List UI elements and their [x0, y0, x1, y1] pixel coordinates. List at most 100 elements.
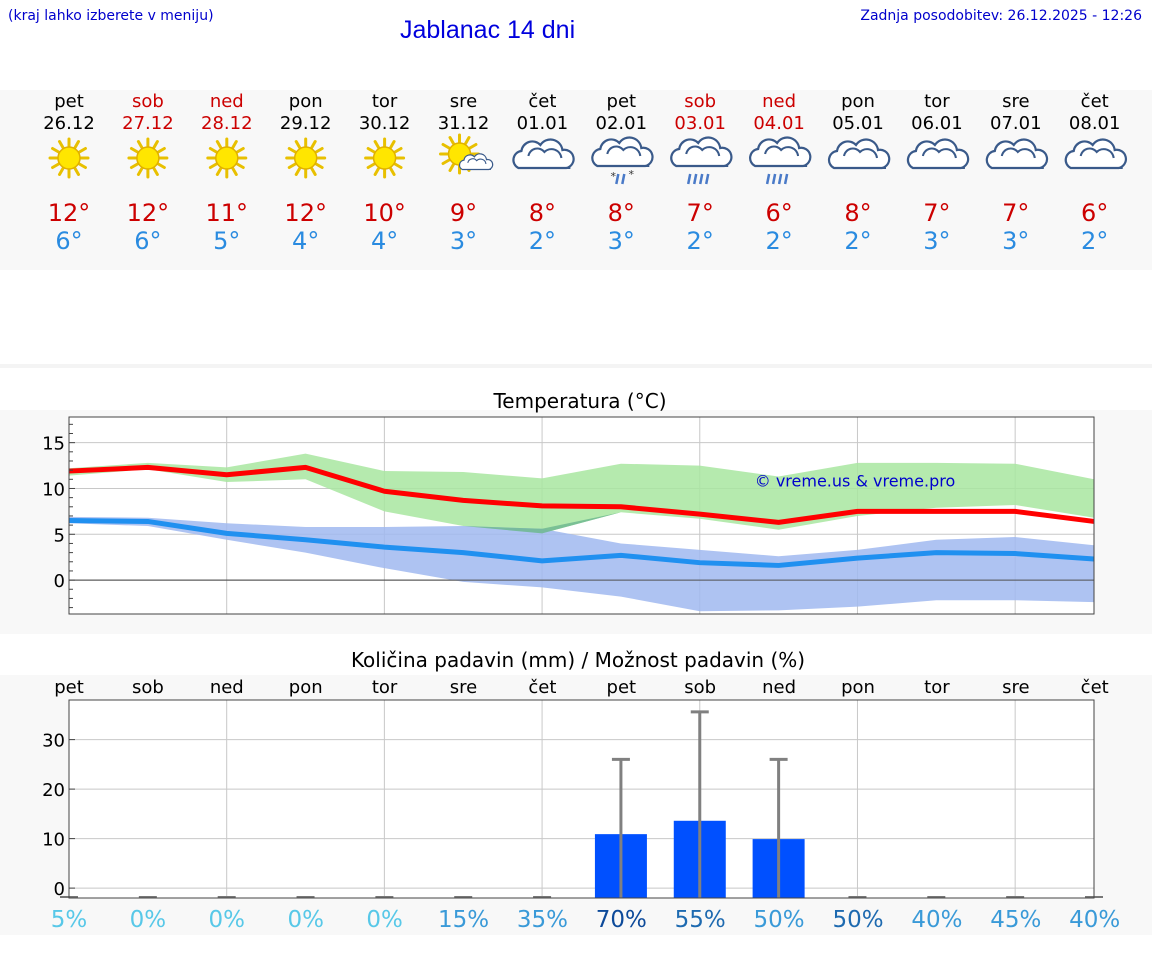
sun-ray — [129, 162, 140, 169]
cloud-outline — [591, 136, 654, 168]
cloud-outline — [985, 138, 1049, 170]
min-temp-line — [68, 518, 1095, 568]
watermark: © vreme.us & vreme.pro — [755, 472, 956, 491]
temp-high: 6° — [765, 199, 792, 227]
precipitation-chart: Količina padavin (mm) / Možnost padavin … — [42, 648, 1120, 933]
precip-probability: 55% — [675, 907, 726, 933]
day-name: tor — [924, 91, 950, 112]
temp-high: 8° — [844, 199, 871, 227]
sun-ray — [77, 162, 87, 169]
rain-drop — [686, 173, 692, 185]
day-date: 02.01 — [596, 113, 648, 134]
sun-ray — [58, 166, 65, 176]
sun-ray — [314, 147, 324, 154]
temp-high: 7° — [1002, 199, 1029, 227]
temp-high: 6° — [1081, 199, 1108, 227]
cloud-icon — [512, 138, 575, 170]
x-category-label: pon — [289, 677, 323, 698]
cloud-shape — [749, 136, 812, 168]
cloud-detail — [1000, 147, 1036, 159]
temp-low: 2° — [529, 227, 556, 255]
sun-ray — [310, 140, 317, 150]
rain-drop — [771, 173, 777, 185]
temp-high: 7° — [923, 199, 950, 227]
sun-ray — [58, 140, 65, 150]
sun-ray — [136, 166, 144, 176]
temp-low: 3° — [608, 227, 635, 255]
x-category-label: pet — [607, 677, 637, 698]
sun-ray — [51, 162, 61, 169]
sun-ray — [231, 166, 238, 176]
cloud-detail — [606, 145, 642, 157]
temp-high: 12° — [284, 199, 327, 227]
precip-probability: 5% — [51, 907, 88, 933]
divider — [0, 364, 1152, 368]
y-tick-label: 20 — [42, 780, 65, 801]
day-name: sre — [1002, 91, 1029, 112]
day-name: sre — [450, 91, 477, 112]
sun-ray — [389, 140, 396, 150]
sun-ray — [215, 140, 223, 150]
sun-ray — [129, 147, 140, 154]
temp-high: 11° — [206, 199, 249, 227]
temp-low: 3° — [450, 227, 477, 255]
sun-ray — [373, 166, 381, 176]
x-category-label: čet — [528, 677, 556, 698]
day-date: 01.01 — [517, 113, 569, 134]
sun-ray — [156, 162, 166, 169]
x-category-label: pon — [841, 677, 875, 698]
temp-low: 2° — [844, 227, 871, 255]
sun-icon — [48, 137, 90, 179]
day-date: 08.01 — [1069, 113, 1121, 134]
chart-title: Temperatura (°C) — [492, 389, 666, 413]
day-date: 03.01 — [674, 113, 726, 134]
precip-probability: 0% — [209, 907, 246, 933]
y-tick-label: 10 — [42, 830, 65, 851]
precip-probability: 50% — [832, 907, 883, 933]
temperature-chart: Temperatura (°C) 0 5 10 15 © vreme.us & vreme… — [42, 389, 1095, 615]
forecast-strip: pet26.1212°6°sob27.1212°6°ned28.1211°5°p… — [43, 91, 1128, 255]
cloud-icon — [1064, 138, 1128, 170]
cloud-shape — [827, 138, 891, 170]
precip-probability: 40% — [1069, 907, 1120, 933]
sun-ray — [441, 158, 451, 165]
sun-ray — [294, 166, 302, 176]
sun-disc — [57, 146, 81, 170]
cloud-icon — [827, 138, 891, 170]
cloud-shape — [670, 136, 733, 168]
sun-shape — [206, 137, 248, 179]
x-category-label: sre — [1002, 677, 1029, 698]
sun-ray — [51, 147, 61, 154]
cloud-icon — [906, 138, 970, 170]
sun-shape — [285, 137, 327, 179]
x-category-label: ned — [210, 677, 244, 698]
day-name: tor — [372, 91, 398, 112]
rain-drop — [621, 173, 626, 185]
sun-disc — [215, 146, 239, 170]
sun-ray — [215, 166, 223, 176]
sun-ray — [373, 140, 381, 150]
rain-drop — [692, 173, 698, 185]
sun-ray — [366, 162, 376, 169]
sun-ray — [287, 147, 297, 154]
cloud-rain-icon — [670, 136, 733, 185]
precip-probability: 35% — [517, 907, 568, 933]
x-category-label: tor — [924, 677, 950, 698]
rain-drop — [615, 173, 620, 185]
cloud-outline — [1064, 138, 1128, 170]
cloud-shape — [591, 136, 654, 168]
precip-probability: 15% — [438, 907, 489, 933]
sun-ray — [389, 166, 396, 176]
cloud-detail — [843, 147, 878, 159]
cloud-shape — [985, 138, 1049, 170]
sun-cloud-icon — [439, 133, 494, 175]
cloud-outline — [749, 136, 812, 168]
sun-ray — [310, 166, 317, 176]
